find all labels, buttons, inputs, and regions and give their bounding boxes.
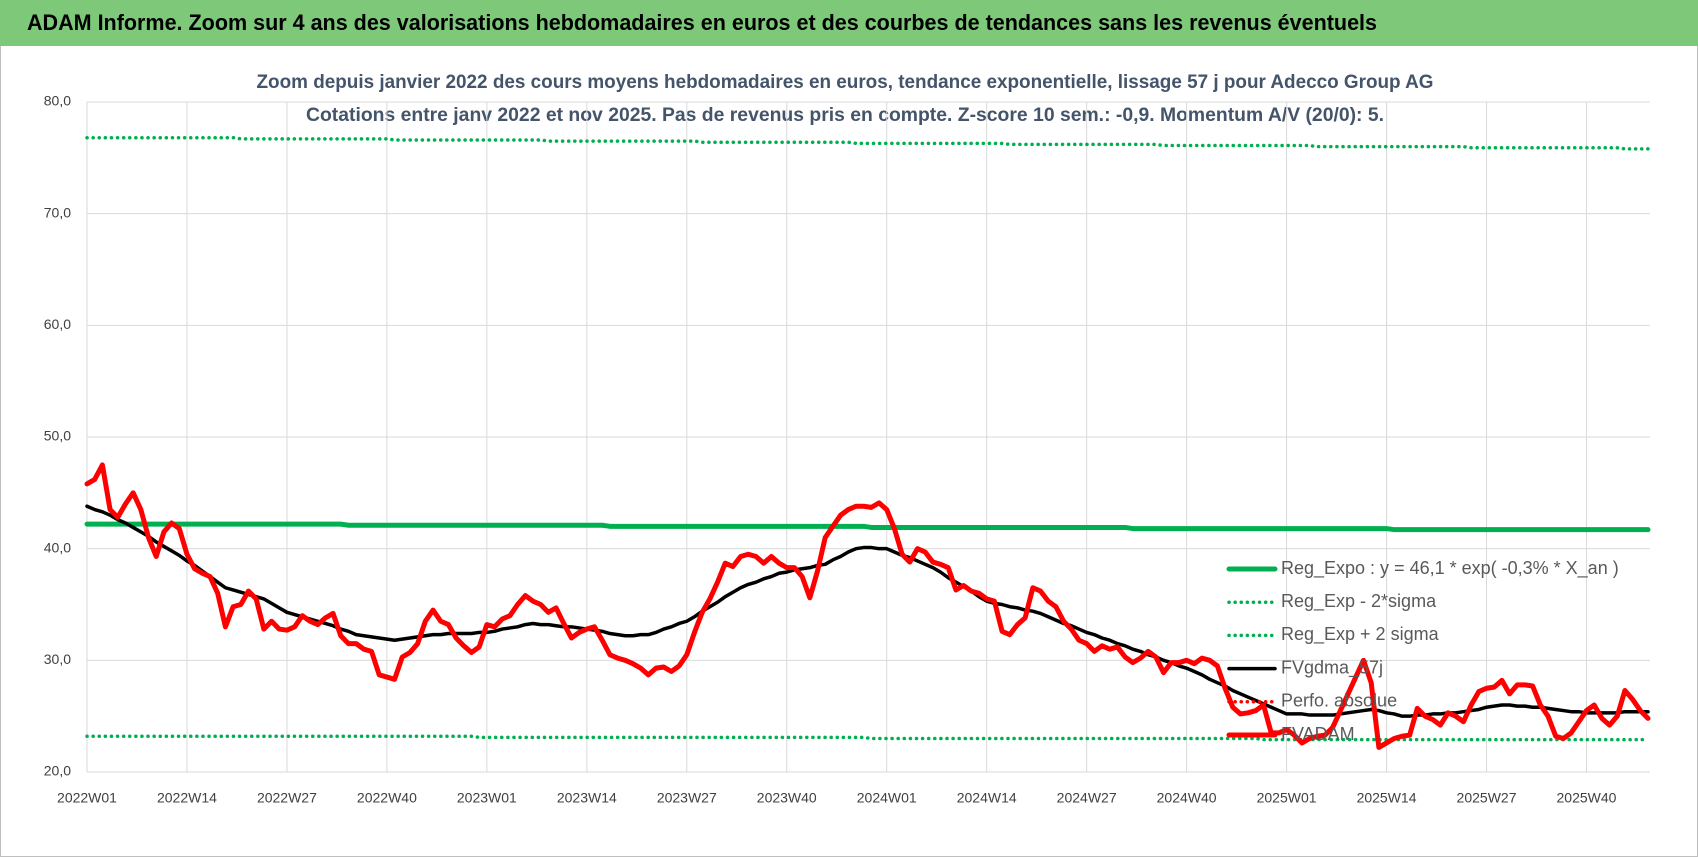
x-tick-label: 2024W14	[957, 790, 1017, 806]
series-line	[85, 504, 1650, 718]
legend-label: Reg_Expo : y = 46,1 * exp( -0,3% * X_an …	[1281, 558, 1619, 579]
legend-label: Perfo. absolue	[1281, 691, 1397, 711]
x-tick-label: 2023W01	[457, 790, 517, 806]
series-line	[84, 521, 1651, 533]
series-line	[85, 135, 1650, 151]
x-tick-label: 2024W27	[1057, 790, 1117, 806]
legend-label: FVgdma_57j	[1281, 657, 1383, 678]
legend-label: FVADAM	[1281, 724, 1355, 744]
y-tick-label: 30,0	[44, 651, 71, 667]
x-tick-label: 2022W27	[257, 790, 317, 806]
header-title: ADAM Informe. Zoom sur 4 ans des valoris…	[27, 10, 1377, 35]
x-tick-label: 2023W40	[757, 790, 817, 806]
x-tick-label: 2022W01	[57, 790, 117, 806]
x-tick-label: 2023W27	[657, 790, 717, 806]
legend: Reg_Expo : y = 46,1 * exp( -0,3% * X_an …	[1226, 558, 1619, 744]
x-tick-label: 2024W40	[1157, 790, 1217, 806]
grid: 20,0 30,0 40,0 50,0 60,0 70,0 80,0 2022W01 2022W…	[44, 93, 1650, 806]
y-tick-label: 60,0	[44, 316, 71, 332]
series-line	[84, 462, 1651, 750]
legend-label: Reg_Exp + 2 sigma	[1281, 624, 1440, 645]
y-tick-label: 50,0	[44, 428, 71, 444]
plot	[84, 135, 1651, 750]
x-tick-label: 2025W01	[1257, 790, 1317, 806]
y-tick-label: 70,0	[44, 204, 71, 220]
x-tick-label: 2022W40	[357, 790, 417, 806]
y-tick-label: 40,0	[44, 539, 71, 555]
header-bar	[0, 0, 1698, 46]
legend-label: Reg_Exp - 2*sigma	[1281, 591, 1437, 612]
x-tick-label: 2024W01	[857, 790, 917, 806]
x-tick-label: 2022W14	[157, 790, 217, 806]
x-tick-label: 2025W14	[1357, 790, 1417, 806]
x-tick-label: 2025W40	[1557, 790, 1617, 806]
chart-title: Zoom depuis janvier 2022 des cours moyen…	[257, 72, 1434, 93]
y-tick-label: 20,0	[44, 763, 71, 779]
x-tick-label: 2023W14	[557, 790, 617, 806]
y-tick-label: 80,0	[44, 93, 71, 109]
x-tick-label: 2025W27	[1457, 790, 1517, 806]
chart-subtitle: Cotations entre janv 2022 et nov 2025. P…	[306, 105, 1384, 126]
